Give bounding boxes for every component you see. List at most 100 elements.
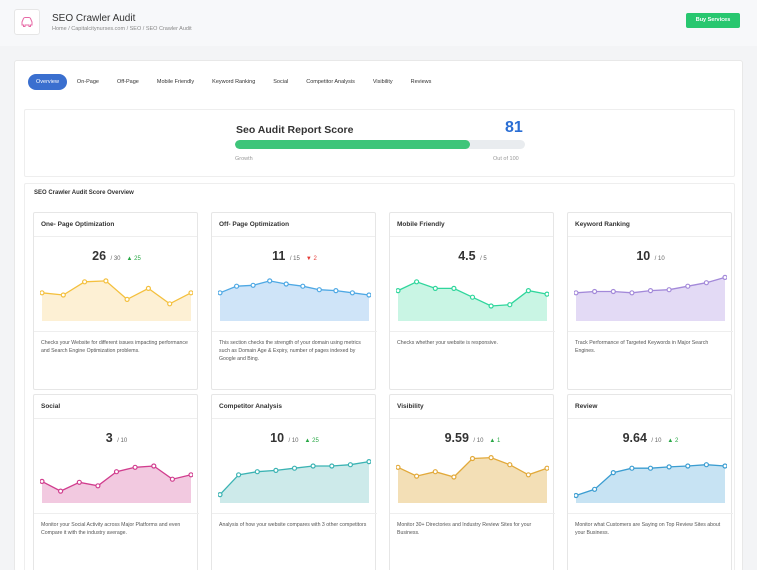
chart-point: [610, 288, 616, 295]
breadcrumb[interactable]: Home / Capitalcitynurses.com / SEO / SEO…: [52, 26, 192, 32]
chart-line: [41, 280, 192, 305]
chart-point: [507, 302, 513, 308]
sparkline-chart: [40, 278, 193, 321]
chart-point: [283, 281, 289, 287]
tab-visibility[interactable]: Visibility: [372, 79, 393, 85]
tab-social[interactable]: Social: [273, 79, 289, 85]
chart-point: [347, 462, 353, 468]
chart-point: [432, 469, 438, 475]
chart-point: [151, 463, 157, 469]
chart-point: [451, 474, 457, 480]
metric-card-title: Keyword Ranking: [568, 213, 731, 237]
arrow-up-icon: ▲: [667, 438, 674, 444]
metric-card-description: Monitor your Social Activity across Majo…: [34, 513, 199, 537]
chart-point: [525, 288, 531, 294]
tab-mobile-friendly[interactable]: Mobile Friendly: [156, 79, 195, 85]
chart-point: [58, 488, 64, 494]
metric-score-outof: / 10: [654, 256, 665, 262]
metric-score: 4.5 / 5: [390, 247, 555, 265]
car-icon: [21, 17, 33, 27]
trend-delta: ▲ 2: [667, 438, 678, 444]
chart-point: [316, 287, 322, 293]
chart-point: [333, 288, 339, 294]
metric-card-title: Off- Page Optimization: [212, 213, 375, 237]
metric-score: 10 / 10: [568, 247, 733, 265]
arrow-down-icon: ▼: [305, 256, 312, 262]
tab-on-page[interactable]: On-Page: [76, 79, 99, 85]
metric-score-value: 3: [105, 431, 113, 445]
tab-keyword-ranking[interactable]: Keyword Ranking: [212, 79, 256, 85]
chart-point: [145, 285, 152, 291]
chart-point: [451, 285, 457, 291]
app-logo: [14, 9, 40, 35]
sparkline-chart: [218, 459, 371, 503]
chart-point: [722, 463, 727, 469]
chart-point: [647, 465, 654, 471]
metric-card-review: Review 9.64 / 10 ▲ 2 Monitor what Customers…: [567, 394, 733, 570]
metric-score-value: 10: [270, 431, 285, 445]
chart-point: [103, 278, 109, 284]
metric-card-description: Checks whether your website is responsiv…: [390, 331, 555, 347]
chart-point: [685, 283, 691, 289]
chart-point: [366, 459, 371, 465]
chart-point: [132, 464, 138, 470]
chart-point: [396, 288, 401, 294]
chart-point: [488, 454, 494, 461]
metric-card-one-page-optimization: One- Page Optimization 26 / 30 ▲ 25 Checks …: [33, 212, 199, 390]
metric-score: 9.64 / 10 ▲ 2: [568, 429, 733, 447]
tab-overview[interactable]: Overview: [28, 74, 67, 90]
chart-point: [544, 291, 549, 297]
score-progress-fill: [235, 140, 470, 149]
chart-point: [525, 472, 531, 478]
tab-off-page[interactable]: Off-Page: [116, 79, 139, 85]
chart-area: [398, 281, 547, 321]
chart-point: [592, 288, 598, 295]
page-title: SEO Crawler Audit: [52, 13, 136, 24]
tab-reviews[interactable]: Reviews: [410, 79, 432, 85]
metric-card-title: Mobile Friendly: [390, 213, 553, 237]
metric-score: 3 / 10: [34, 429, 199, 447]
metric-score: 10 / 10 ▲ 25: [212, 429, 377, 447]
metric-card-description: Monitor 30+ Directories and Industry Rev…: [390, 513, 555, 537]
chart-area: [42, 280, 191, 321]
metric-card-visibility: Visibility 9.59 / 10 ▲ 1 Monitor 30+ Direct…: [389, 394, 555, 570]
overview-title: SEO Crawler Audit Score Overview: [34, 190, 134, 196]
chart-point: [60, 292, 66, 298]
chart-line: [219, 280, 370, 296]
sparkline-chart: [218, 278, 371, 321]
metric-card-title: One- Page Optimization: [34, 213, 197, 237]
metric-card-description: This section checks the strength of your…: [212, 331, 377, 363]
chart-point: [507, 462, 513, 468]
metric-card-description: Track Performance of Targeted Keywords i…: [568, 331, 733, 355]
chart-point: [629, 465, 635, 471]
chart-point: [113, 469, 120, 475]
trend-delta: ▲ 25: [127, 256, 141, 262]
tab-competitor-analysis[interactable]: Competitor Analysis: [306, 79, 355, 85]
metric-score-value: 10: [636, 249, 651, 263]
chart-point: [291, 465, 298, 471]
delta-value: 1: [497, 438, 501, 444]
metric-card-keyword-ranking: Keyword Ranking 10 / 10 Track Performance …: [567, 212, 733, 390]
chart-point: [666, 464, 672, 470]
chart-point: [488, 303, 494, 309]
metric-score-outof: / 10: [117, 438, 128, 444]
trend-delta: ▲ 25: [305, 438, 319, 444]
chart-area: [220, 280, 369, 321]
chart-point: [366, 292, 371, 298]
metric-card-description: Monitor what Customers are Saying on Top…: [568, 513, 733, 537]
arrow-up-icon: ▲: [304, 438, 311, 444]
score-title: Seo Audit Report Score: [236, 124, 354, 136]
metric-score-outof: / 10: [651, 438, 662, 444]
chart-point: [188, 472, 193, 478]
metric-score-outof: / 5: [480, 256, 487, 262]
chart-point: [396, 464, 401, 470]
chart-point: [414, 279, 420, 285]
metric-score-value: 9.64: [622, 431, 647, 445]
buy-services-button[interactable]: Buy Services: [686, 13, 740, 28]
chart-point: [81, 279, 88, 285]
metric-card-mobile-friendly: Mobile Friendly 4.5 / 5 Checks whether you…: [389, 212, 555, 390]
metric-card-description: Checks your Website for different issues…: [34, 331, 199, 355]
chart-point: [273, 467, 279, 473]
trend-delta: ▲ 1: [489, 438, 500, 444]
metric-score-value: 9.59: [444, 431, 469, 445]
